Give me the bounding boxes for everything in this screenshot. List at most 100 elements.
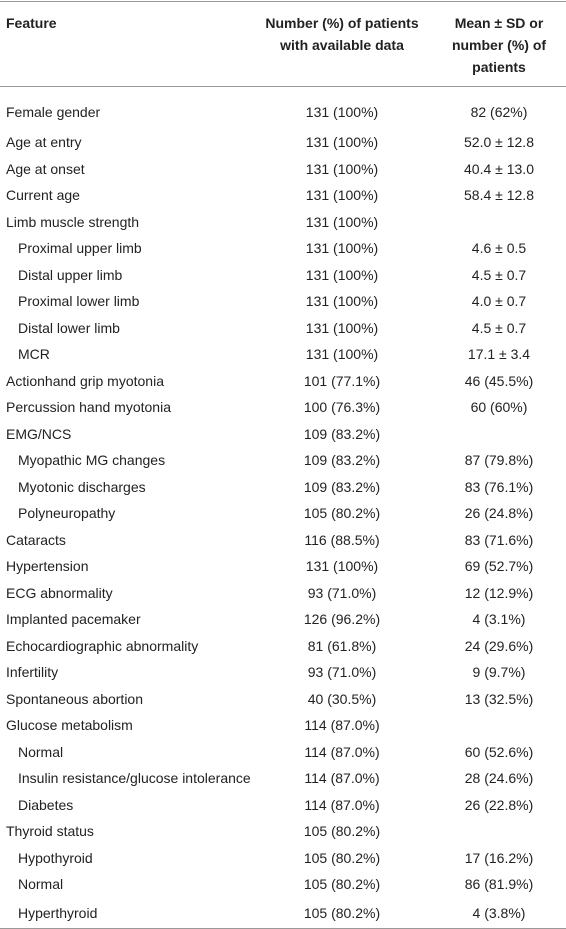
value-cell: 17 (16.2%) — [464, 849, 534, 866]
table-row: Current age 131 (100%) 58.4 ± 12.8 — [0, 182, 566, 209]
table-row: Myopathic MG changes 109 (83.2%) 87 (79.8%… — [0, 447, 566, 474]
available-cell: 131 (100%) — [305, 240, 379, 257]
value-cell: 17.1 ± 3.4 — [467, 346, 531, 363]
table-header: Feature Number (%) of patients with avai… — [0, 1, 566, 87]
feature-cell: Proximal upper limb — [18, 240, 142, 257]
feature-cell: Myopathic MG changes — [18, 452, 166, 469]
value-cell: 60 (60%) — [470, 399, 528, 416]
value-cell: 83 (71.6%) — [464, 531, 534, 548]
feature-cell: Thyroid status — [6, 823, 94, 840]
header-row: Feature Number (%) of patients with avai… — [0, 1, 566, 87]
feature-cell: Proximal lower limb — [18, 293, 140, 310]
table-row: Myotonic discharges 109 (83.2%) 83 (76.1%) — [0, 474, 566, 501]
table-row: Age at onset 131 (100%) 40.4 ± 13.0 — [0, 156, 566, 183]
header-cell: Mean ± SD or number (%) of patients — [432, 1, 566, 87]
feature-cell: Current age — [6, 187, 80, 204]
feature-cell: Percussion hand myotonia — [6, 399, 171, 416]
available-cell: 81 (61.8%) — [307, 637, 377, 654]
header-cell: Feature — [0, 1, 252, 87]
available-cell: 131 (100%) — [305, 346, 379, 363]
table-row: Female gender 131 (100%) 82 (62%) — [0, 87, 566, 130]
value-cell: 12 (12.9%) — [464, 584, 534, 601]
value-cell: 4 (3.1%) — [472, 611, 526, 628]
available-cell: 114 (87.0%) — [304, 770, 380, 787]
available-cell: 105 (80.2%) — [303, 849, 381, 866]
feature-cell: Female gender — [6, 104, 101, 120]
table-row: Echocardiographic abnormality 81 (61.8%) 2… — [0, 633, 566, 660]
available-cell: 131 (100%) — [305, 213, 379, 230]
table-row: Diabetes 114 (87.0%) 26 (22.8%) — [0, 792, 566, 819]
available-cell: 131 (100%) — [305, 266, 379, 283]
feature-cell: Normal — [18, 876, 64, 893]
available-cell: 131 (100%) — [305, 319, 379, 336]
value-cell: 52.0 ± 12.8 — [464, 134, 534, 151]
table-row: Distal upper limb 131 (100%) 4.5 ± 0.7 — [0, 262, 566, 289]
feature-cell: Polyneuropathy — [18, 505, 116, 522]
table-row: Actionhand grip myotonia 101 (77.1%) 46 (4… — [0, 368, 566, 395]
feature-cell: Cataracts — [6, 531, 66, 548]
value-cell: 60 (52.6%) — [464, 743, 534, 760]
feature-cell: Distal lower limb — [18, 319, 120, 336]
feature-cell: Distal upper limb — [18, 266, 123, 283]
table-row: EMG/NCS 109 (83.2%) — [0, 421, 566, 448]
value-cell: 58.4 ± 12.8 — [464, 187, 534, 204]
table-body: Female gender 131 (100%) 82 (62%) Age at en… — [0, 87, 566, 929]
value-cell — [432, 421, 566, 448]
table-row: Normal 105 (80.2%) 86 (81.9%) — [0, 871, 566, 898]
feature-cell: Glucose metabolism — [6, 717, 133, 734]
table-row: Normal 114 (87.0%) 60 (52.6%) — [0, 739, 566, 766]
available-cell: 105 (80.2%) — [303, 904, 381, 921]
table-row: Proximal lower limb 131 (100%) 4.0 ± 0.7 — [0, 288, 566, 315]
available-cell: 114 (87.0%) — [304, 717, 380, 734]
available-cell: 131 (100%) — [305, 134, 379, 151]
table-row: Cataracts 116 (88.5%) 83 (71.6%) — [0, 527, 566, 554]
feature-cell: Hypertension — [6, 558, 89, 575]
available-cell: 93 (71.0%) — [307, 584, 377, 601]
available-cell: 131 (100%) — [305, 160, 379, 177]
value-cell: 24 (29.6%) — [464, 637, 534, 654]
available-cell: 131 (100%) — [305, 187, 379, 204]
value-cell: 4.5 ± 0.7 — [471, 266, 527, 283]
available-cell: 126 (96.2%) — [303, 611, 381, 628]
feature-cell: Implanted pacemaker — [6, 611, 141, 628]
value-cell — [432, 712, 566, 739]
value-cell: 83 (76.1%) — [464, 478, 534, 495]
header-cell: Number (%) of patients with available da… — [252, 1, 432, 87]
table-row: Polyneuropathy 105 (80.2%) 26 (24.8%) — [0, 500, 566, 527]
value-cell: 40.4 ± 13.0 — [464, 160, 534, 177]
feature-cell: Diabetes — [18, 796, 74, 813]
available-cell: 109 (83.2%) — [303, 425, 381, 442]
available-cell: 105 (80.2%) — [303, 876, 381, 893]
available-cell: 100 (76.3%) — [303, 399, 381, 416]
feature-cell: MCR — [18, 346, 50, 363]
table-row: Spontaneous abortion 40 (30.5%) 13 (32.5%) — [0, 686, 566, 713]
available-cell: 114 (87.0%) — [304, 796, 380, 813]
value-cell: 4.0 ± 0.7 — [471, 293, 527, 310]
available-cell: 109 (83.2%) — [303, 452, 381, 469]
available-cell: 131 (100%) — [305, 293, 379, 310]
value-cell: 26 (22.8%) — [464, 796, 534, 813]
value-cell: 69 (52.7%) — [464, 558, 534, 575]
available-cell: 116 (88.5%) — [304, 531, 380, 548]
value-cell: 86 (81.9%) — [464, 876, 534, 893]
feature-cell: Insulin resistance/glucose intolerance — [18, 770, 251, 787]
table-row: Thyroid status 105 (80.2%) — [0, 818, 566, 845]
table-row: Insulin resistance/glucose intolerance 11… — [0, 765, 566, 792]
value-cell: 9 (9.7%) — [472, 664, 526, 681]
feature-cell: Actionhand grip myotonia — [6, 372, 164, 389]
table-row: Hypothyroid 105 (80.2%) 17 (16.2%) — [0, 845, 566, 872]
available-cell: 131 (100%) — [305, 558, 379, 575]
table-row: Implanted pacemaker 126 (96.2%) 4 (3.1%) — [0, 606, 566, 633]
value-cell: 4.5 ± 0.7 — [471, 319, 527, 336]
table-row: Infertility 93 (71.0%) 9 (9.7%) — [0, 659, 566, 686]
table-row: Proximal upper limb 131 (100%) 4.6 ± 0.5 — [0, 235, 566, 262]
value-cell — [432, 209, 566, 236]
available-cell: 105 (80.2%) — [303, 823, 381, 840]
available-cell: 131 (100%) — [305, 104, 379, 120]
value-cell: 4.6 ± 0.5 — [471, 240, 527, 257]
feature-cell: Echocardiographic abnormality — [6, 637, 199, 654]
available-cell: 105 (80.2%) — [303, 505, 381, 522]
value-cell: 26 (24.8%) — [464, 505, 534, 522]
